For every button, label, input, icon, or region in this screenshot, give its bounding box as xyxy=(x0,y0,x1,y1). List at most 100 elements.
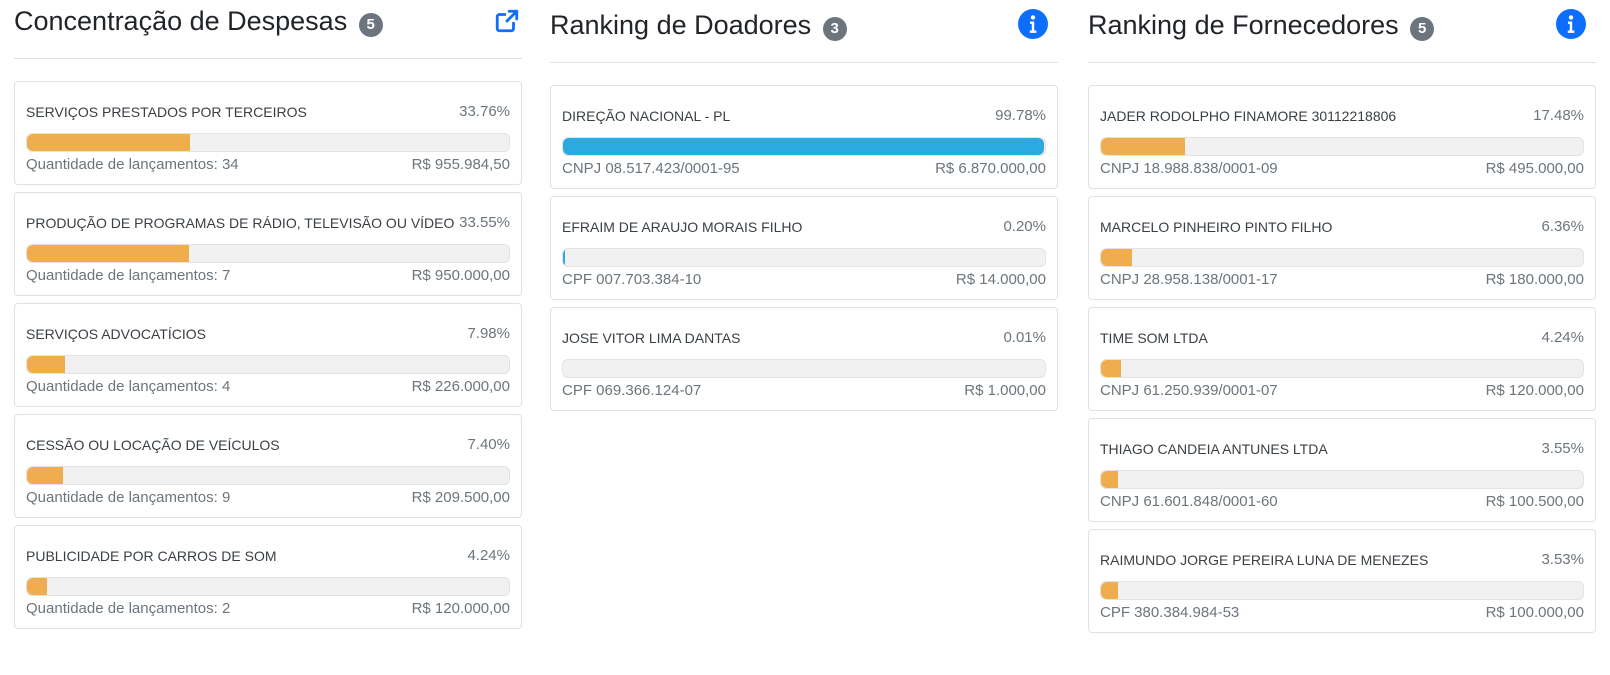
item-percentage: 33.55% xyxy=(459,214,510,231)
item-detail: Quantidade de lançamentos: 34 xyxy=(26,156,239,173)
ranking-card: JOSE VITOR LIMA DANTAS 0.01% CPF 069.366.1… xyxy=(550,307,1058,411)
progress-fill xyxy=(27,245,189,262)
progress-bar xyxy=(562,248,1046,267)
item-percentage: 99.78% xyxy=(995,107,1046,124)
item-detail: Quantidade de lançamentos: 9 xyxy=(26,489,231,506)
item-percentage: 6.36% xyxy=(1541,218,1584,235)
external-link-icon[interactable] xyxy=(494,8,520,34)
item-name: SERVIÇOS PRESTADOS POR TERCEIROS xyxy=(26,104,307,120)
progress-bar xyxy=(1100,359,1584,378)
item-name: MARCELO PINHEIRO PINTO FILHO xyxy=(1100,219,1333,235)
progress-fill xyxy=(1101,360,1122,377)
item-percentage: 17.48% xyxy=(1533,107,1584,124)
count-badge: 5 xyxy=(1410,17,1435,41)
progress-bar xyxy=(26,466,510,485)
item-name: SERVIÇOS ADVOCATÍCIOS xyxy=(26,326,206,342)
doadores-list: DIREÇÃO NACIONAL - PL 99.78% CNPJ 08.517.4… xyxy=(550,63,1058,411)
item-name: TIME SOM LTDA xyxy=(1100,330,1208,346)
item-value: R$ 950.000,00 xyxy=(411,267,510,284)
fornecedores-panel: Ranking de Fornecedores 5 JADER RODOLPHO… xyxy=(1088,0,1596,640)
item-name: CESSÃO OU LOCAÇÃO DE VEÍCULOS xyxy=(26,437,280,453)
ranking-card: CESSÃO OU LOCAÇÃO DE VEÍCULOS 7.40% Quanti… xyxy=(14,414,522,518)
progress-bar xyxy=(26,355,510,374)
progress-fill xyxy=(1101,249,1132,266)
item-detail: CNPJ 08.517.423/0001-95 xyxy=(562,160,740,177)
item-percentage: 4.24% xyxy=(1541,329,1584,346)
item-percentage: 7.40% xyxy=(467,436,510,453)
ranking-card: PRODUÇÃO DE PROGRAMAS DE RÁDIO, TELEVISÃ… xyxy=(14,192,522,296)
item-detail: CNPJ 61.601.848/0001-60 xyxy=(1100,493,1278,510)
item-percentage: 4.24% xyxy=(467,547,510,564)
progress-bar xyxy=(1100,581,1584,600)
item-percentage: 0.20% xyxy=(1003,218,1046,235)
panel-title-text: Concentração de Despesas xyxy=(14,6,348,36)
despesas-list: SERVIÇOS PRESTADOS POR TERCEIROS 33.76% Qu… xyxy=(14,59,522,629)
item-name: PUBLICIDADE POR CARROS DE SOM xyxy=(26,548,277,564)
item-value: R$ 120.000,00 xyxy=(411,600,510,617)
item-detail: CNPJ 18.988.838/0001-09 xyxy=(1100,160,1278,177)
item-value: R$ 1.000,00 xyxy=(964,382,1046,399)
item-detail: Quantidade de lançamentos: 7 xyxy=(26,267,231,284)
count-badge: 5 xyxy=(358,13,383,37)
item-percentage: 0.01% xyxy=(1003,329,1046,346)
info-icon[interactable] xyxy=(1018,9,1048,39)
item-percentage: 7.98% xyxy=(467,325,510,342)
item-name: JADER RODOLPHO FINAMORE 30112218806 xyxy=(1100,108,1397,124)
ranking-card: RAIMUNDO JORGE PEREIRA LUNA DE MENEZES 3.… xyxy=(1088,529,1596,633)
item-name: EFRAIM DE ARAUJO MORAIS FILHO xyxy=(562,219,803,235)
progress-bar xyxy=(26,577,510,596)
progress-fill xyxy=(563,138,1044,155)
ranking-card: DIREÇÃO NACIONAL - PL 99.78% CNPJ 08.517.4… xyxy=(550,85,1058,189)
progress-fill xyxy=(563,249,565,266)
item-value: R$ 14.000,00 xyxy=(955,271,1046,288)
despesas-panel: Concentração de Despesas 5 SERVIÇOS PRES… xyxy=(14,0,522,636)
progress-fill xyxy=(27,356,66,373)
item-detail: CPF 007.703.384-10 xyxy=(562,271,702,288)
item-value: R$ 100.500,00 xyxy=(1485,493,1584,510)
item-percentage: 33.76% xyxy=(459,103,510,120)
item-detail: Quantidade de lançamentos: 2 xyxy=(26,600,231,617)
item-name: RAIMUNDO JORGE PEREIRA LUNA DE MENEZES xyxy=(1100,552,1429,568)
item-value: R$ 120.000,00 xyxy=(1485,382,1584,399)
ranking-card: THIAGO CANDEIA ANTUNES LTDA 3.55% CNPJ 61.… xyxy=(1088,418,1596,522)
panel-title: Ranking de Fornecedores 5 xyxy=(1088,10,1435,41)
progress-bar xyxy=(1100,137,1584,156)
ranking-card: SERVIÇOS ADVOCATÍCIOS 7.98% Quantidade de … xyxy=(14,303,522,407)
progress-bar xyxy=(26,244,510,263)
item-detail: CPF 069.366.124-07 xyxy=(562,382,702,399)
item-value: R$ 226.000,00 xyxy=(411,378,510,395)
item-value: R$ 495.000,00 xyxy=(1485,160,1584,177)
item-detail: Quantidade de lançamentos: 4 xyxy=(26,378,231,395)
info-icon[interactable] xyxy=(1556,9,1586,39)
item-value: R$ 6.870.000,00 xyxy=(935,160,1046,177)
fornecedores-header: Ranking de Fornecedores 5 xyxy=(1088,0,1596,63)
progress-fill xyxy=(1101,138,1186,155)
item-name: JOSE VITOR LIMA DANTAS xyxy=(562,330,741,346)
progress-fill xyxy=(1101,471,1119,488)
item-detail: CPF 380.384.984-53 xyxy=(1100,604,1240,621)
count-badge: 3 xyxy=(822,17,847,41)
item-value: R$ 209.500,00 xyxy=(411,489,510,506)
item-detail: CNPJ 61.250.939/0001-07 xyxy=(1100,382,1278,399)
panel-title: Ranking de Doadores 3 xyxy=(550,10,847,41)
ranking-card: JADER RODOLPHO FINAMORE 30112218806 17.48… xyxy=(1088,85,1596,189)
doadores-panel: Ranking de Doadores 3 DIREÇÃO NACIONAL -… xyxy=(550,0,1058,418)
progress-fill xyxy=(27,134,190,151)
panel-title-text: Ranking de Fornecedores xyxy=(1088,10,1399,40)
panel-title: Concentração de Despesas 5 xyxy=(14,6,383,37)
progress-bar xyxy=(562,359,1046,378)
ranking-card: SERVIÇOS PRESTADOS POR TERCEIROS 33.76% Qu… xyxy=(14,81,522,185)
item-value: R$ 180.000,00 xyxy=(1485,271,1584,288)
ranking-card: MARCELO PINHEIRO PINTO FILHO 6.36% CNPJ 28… xyxy=(1088,196,1596,300)
item-name: PRODUÇÃO DE PROGRAMAS DE RÁDIO, TELEVISÃ… xyxy=(26,215,455,231)
progress-bar xyxy=(26,133,510,152)
progress-fill xyxy=(1101,582,1118,599)
progress-bar xyxy=(562,137,1046,156)
item-value: R$ 100.000,00 xyxy=(1485,604,1584,621)
progress-fill xyxy=(27,467,63,484)
ranking-card: EFRAIM DE ARAUJO MORAIS FILHO 0.20% CPF 00… xyxy=(550,196,1058,300)
item-detail: CNPJ 28.958.138/0001-17 xyxy=(1100,271,1278,288)
ranking-card: TIME SOM LTDA 4.24% CNPJ 61.250.939/0001-0… xyxy=(1088,307,1596,411)
despesas-header: Concentração de Despesas 5 xyxy=(14,0,522,59)
